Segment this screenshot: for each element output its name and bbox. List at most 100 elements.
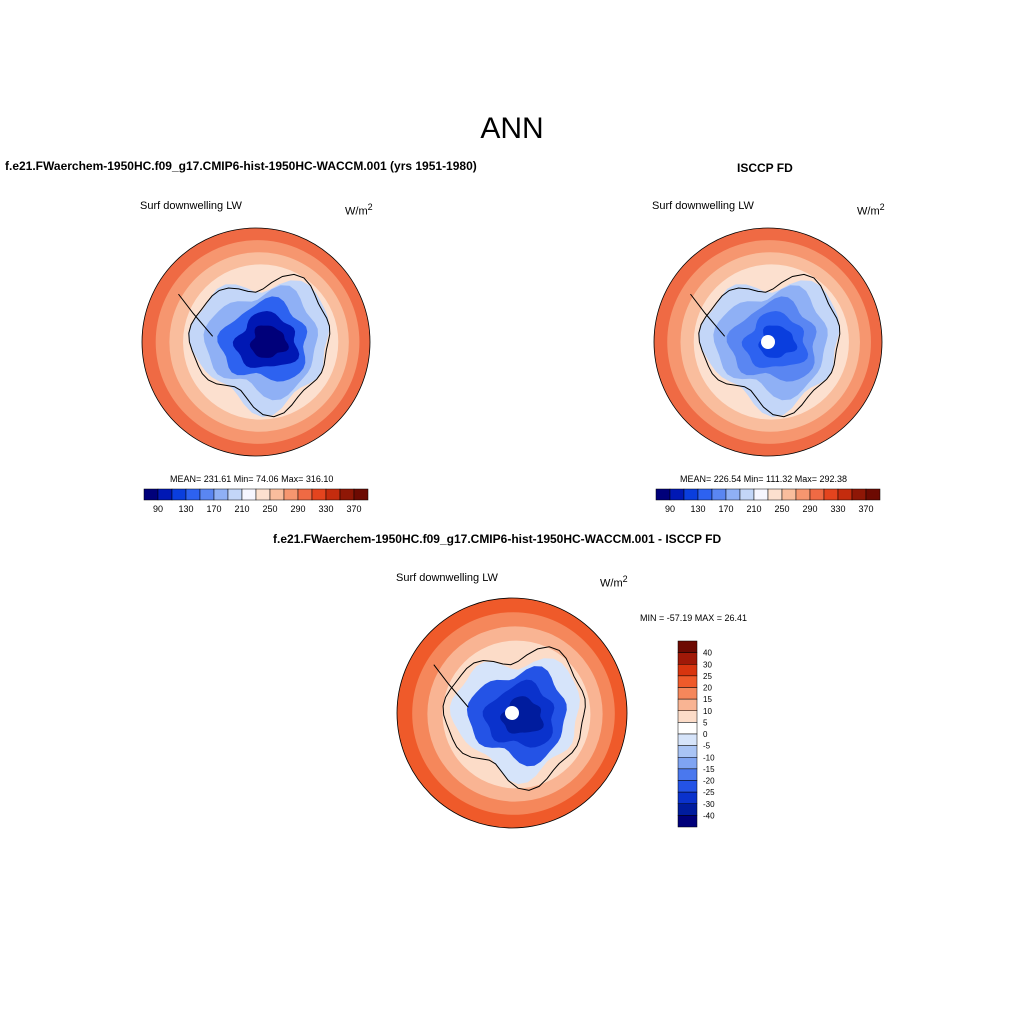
colorbar-swatch — [823, 488, 839, 501]
model-units-label: W/m2 — [345, 202, 373, 218]
colorbar-tick-label: 170 — [206, 504, 221, 514]
colorbar-tick-label: 210 — [746, 504, 761, 514]
map-border — [396, 597, 628, 829]
colorbar-tick-label: 330 — [830, 504, 845, 514]
diff-polar-map — [397, 598, 627, 828]
coastline-outline — [698, 273, 841, 418]
contour-band — [758, 325, 798, 358]
colorbar-swatch — [767, 488, 783, 501]
colorbar-swatch — [171, 488, 187, 501]
colorbar-swatch — [677, 640, 698, 653]
colorbar-tick-label: -40 — [703, 811, 715, 820]
colorbar-tick-label: 25 — [703, 672, 712, 681]
colorbar-tick-label: 90 — [153, 504, 163, 514]
peninsula-outline — [690, 293, 726, 337]
peninsula-outline — [178, 293, 214, 337]
colorbar-tick-label: -5 — [703, 742, 711, 751]
colorbar-swatch — [753, 488, 769, 501]
colorbar-swatch — [851, 488, 867, 501]
colorbar-swatch — [677, 745, 698, 758]
colorbar-tick-label: 290 — [290, 504, 305, 514]
figure-title: ANN — [480, 112, 544, 145]
pole-missing-data — [761, 335, 775, 349]
colorbar-swatch — [677, 722, 698, 735]
colorbar-tick-label: -15 — [703, 765, 715, 774]
colorbar-swatch — [683, 488, 699, 501]
colorbar-swatch — [325, 488, 341, 501]
colorbar-swatch — [725, 488, 741, 501]
colorbar-tick-label: 90 — [665, 504, 675, 514]
obs-units-label: W/m2 — [857, 202, 885, 218]
colorbar-tick-label: 130 — [178, 504, 193, 514]
colorbar-tick-label: 30 — [703, 660, 712, 669]
colorbar-swatch — [795, 488, 811, 501]
colorbar-swatch — [837, 488, 853, 501]
pole-missing-data — [505, 706, 519, 720]
colorbar-tick-label: -30 — [703, 800, 715, 809]
diff-variable-label: Surf downwelling LW — [396, 572, 498, 584]
colorbar-swatch — [677, 698, 698, 711]
coastline-outline — [188, 273, 331, 418]
colorbar-swatch — [677, 710, 698, 723]
colorbar-tick-label: 0 — [703, 730, 708, 739]
colorbar-swatch — [677, 803, 698, 816]
contour-band — [500, 696, 544, 734]
colorbar-swatch — [255, 488, 271, 501]
colorbar-swatch — [697, 488, 713, 501]
model-stats: MEAN= 231.61 Min= 74.06 Max= 316.10 — [170, 474, 334, 484]
obs-stats: MEAN= 226.54 Min= 111.32 Max= 292.38 — [680, 474, 848, 484]
colorbar-tick-label: 170 — [718, 504, 733, 514]
colorbar-swatch — [241, 488, 257, 501]
obs-variable-label: Surf downwelling LW — [652, 200, 754, 212]
colorbar-tick-label: 250 — [774, 504, 789, 514]
colorbar-swatch — [655, 488, 671, 501]
colorbar-tick-label: 210 — [234, 504, 249, 514]
colorbar-swatch — [157, 488, 173, 501]
obs-polar-map — [654, 228, 882, 456]
colorbar-tick-label: 10 — [703, 707, 712, 716]
colorbar-swatch — [669, 488, 685, 501]
colorbar-swatch — [213, 488, 229, 501]
map-border — [141, 227, 371, 457]
colorbar-swatch — [711, 488, 727, 501]
model-panel-title: f.e21.FWaerchem-1950HC.f09_g17.CMIP6-his… — [5, 159, 477, 173]
colorbar-tick-label: -20 — [703, 777, 715, 786]
colorbar-swatch — [865, 488, 881, 501]
colorbar-tick-label: -25 — [703, 788, 715, 797]
colorbar-swatch — [677, 664, 698, 677]
colorbar-tick-label: 130 — [690, 504, 705, 514]
model-colorbar: 90 130 170 210 250 290 330 370 — [143, 488, 369, 514]
colorbar-tick-label: 290 — [802, 504, 817, 514]
colorbar-swatch — [809, 488, 825, 501]
colorbar-swatch — [677, 791, 698, 804]
colorbar-swatch — [677, 687, 698, 700]
colorbar-tick-label: 20 — [703, 684, 712, 693]
colorbar-swatch — [269, 488, 285, 501]
colorbar-tick-label: 40 — [703, 649, 712, 658]
map-border — [653, 227, 883, 457]
colorbar-tick-label: 370 — [858, 504, 873, 514]
coastline-outline — [442, 646, 586, 791]
colorbar-tick-label: -10 — [703, 753, 715, 762]
colorbar-tick-label: 250 — [262, 504, 277, 514]
colorbar-swatch — [677, 675, 698, 688]
colorbar-swatch — [677, 757, 698, 770]
colorbar-swatch — [677, 652, 698, 665]
colorbar-swatch — [677, 768, 698, 781]
diff-units-label: W/m2 — [600, 574, 628, 590]
colorbar-swatch — [283, 488, 299, 501]
colorbar-swatch — [297, 488, 313, 501]
colorbar-tick-label: 15 — [703, 695, 712, 704]
colorbar-swatch — [339, 488, 355, 501]
contour-band — [249, 325, 289, 358]
colorbar-swatch — [677, 733, 698, 746]
diff-panel-title: f.e21.FWaerchem-1950HC.f09_g17.CMIP6-his… — [273, 532, 722, 546]
colorbar-swatch — [677, 780, 698, 793]
obs-panel-title: ISCCP FD — [737, 161, 793, 175]
colorbar-swatch — [199, 488, 215, 501]
colorbar-swatch — [353, 488, 369, 501]
diff-stats: MIN = -57.19 MAX = 26.41 — [640, 613, 748, 623]
peninsula-outline — [433, 664, 469, 708]
colorbar-swatch — [781, 488, 797, 501]
colorbar-swatch — [739, 488, 755, 501]
